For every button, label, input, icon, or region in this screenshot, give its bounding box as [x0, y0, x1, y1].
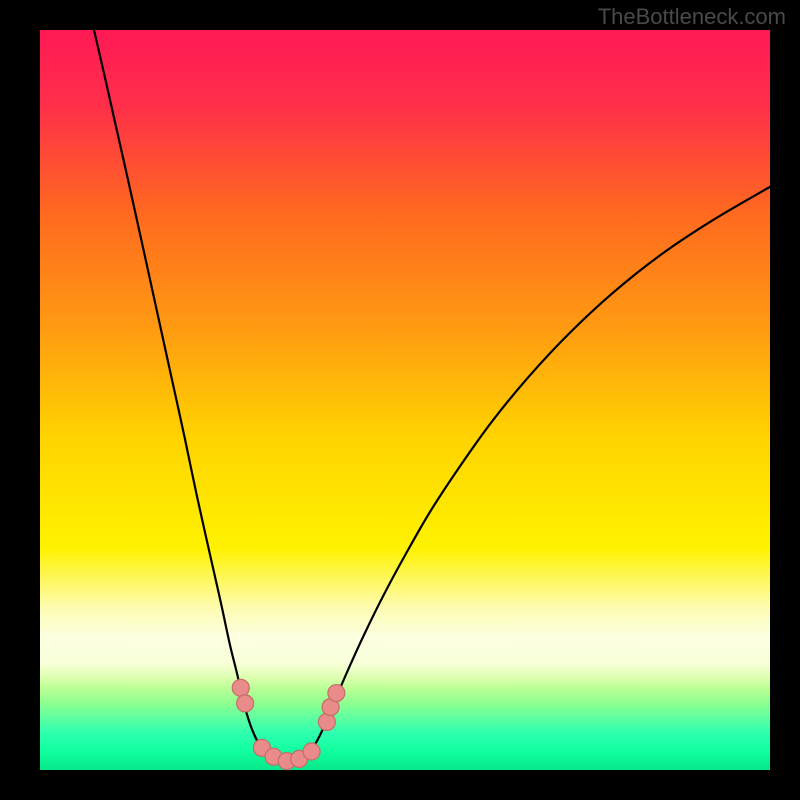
- marker-point: [237, 695, 254, 712]
- marker-point: [232, 679, 249, 696]
- chart-svg: [40, 30, 770, 770]
- plot-area: [40, 30, 770, 770]
- marker-point: [318, 713, 335, 730]
- marker-point: [328, 685, 345, 702]
- marker-point: [303, 743, 320, 760]
- chart-container: TheBottleneck.com: [0, 0, 800, 800]
- watermark-text: TheBottleneck.com: [598, 4, 786, 30]
- gradient-background: [40, 30, 770, 770]
